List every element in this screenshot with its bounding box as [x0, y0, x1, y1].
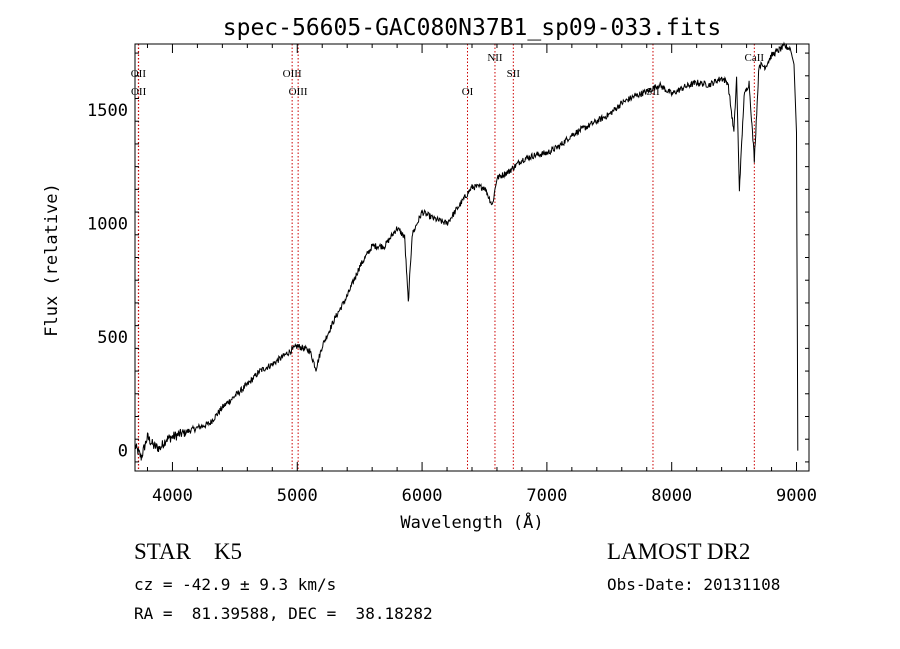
spectrum-series-line [134, 41, 799, 461]
line-label-3: OIII [289, 86, 308, 98]
plot-frame [134, 43, 810, 472]
x-axis: 4000 5000 6000 7000 8000 9000 [146, 44, 817, 506]
x-tick-label: 8000 [651, 486, 692, 506]
x-tick-label: 4000 [152, 486, 193, 506]
ra-dec-coordinates: RA = 81.39588, DEC = 38.18282 [134, 604, 433, 623]
line-label-6: SII [507, 68, 521, 80]
line-label-4: OI [462, 86, 474, 98]
y-axis: 0 500 1000 1500 [87, 52, 809, 463]
x-axis-label: Wavelength (Å) [400, 511, 543, 533]
line-label-5: NII [487, 52, 503, 64]
line-label-2: OIII [283, 68, 302, 80]
y-tick-label: 500 [97, 328, 128, 348]
y-tick-label: 1500 [87, 101, 128, 121]
y-tick-label: 1000 [87, 214, 128, 234]
x-tick-label: 6000 [402, 486, 443, 506]
y-axis-label: Flux (relative) [42, 183, 62, 337]
object-class: STAR K5 [134, 539, 243, 564]
chart-title: spec-56605-GAC080N37B1_sp09-033.fits [223, 15, 722, 41]
line-label-8: CaII [745, 52, 765, 64]
x-tick-label: 5000 [277, 486, 318, 506]
y-tick-label: 0 [118, 442, 128, 462]
observation-date: Obs-Date: 20131108 [607, 575, 781, 594]
survey-name: LAMOST DR2 [607, 539, 751, 564]
line-label-1: OII [131, 86, 147, 98]
x-tick-label: 7000 [526, 486, 567, 506]
redshift-cz: cz = -42.9 ± 9.3 km/s [134, 575, 337, 594]
x-tick-label: 9000 [776, 486, 817, 506]
